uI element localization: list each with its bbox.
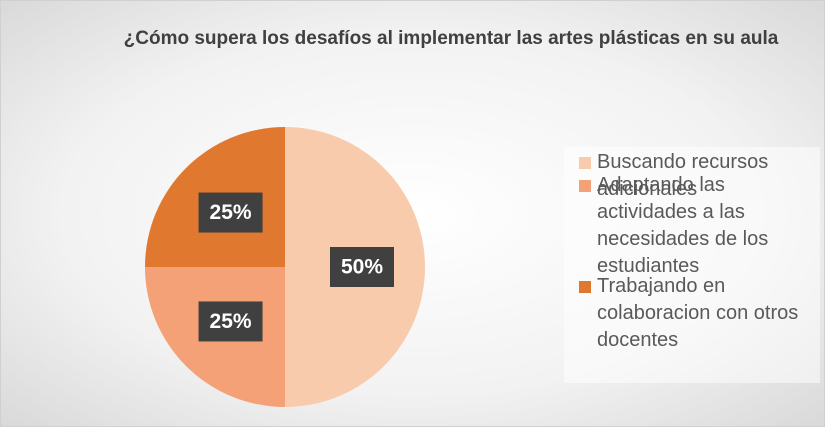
chart-title: ¿Cómo supera los desafíos al implementar… xyxy=(123,28,779,49)
legend-swatch xyxy=(579,180,591,192)
legend-label: Trabajando en colaboracion con otros doc… xyxy=(597,275,799,351)
legend xyxy=(564,147,820,383)
data-label-box xyxy=(198,192,263,233)
legend-entry: Adaptando las actividades a las necesida… xyxy=(579,172,819,280)
legend-label: Buscando recursos adicionales xyxy=(597,151,769,200)
data-label-box xyxy=(198,301,263,342)
data-label: 50% xyxy=(341,256,383,279)
legend-entry: Trabajando en colaboracion con otros doc… xyxy=(579,273,819,354)
legend-entry: Buscando recursos adicionales xyxy=(579,149,819,203)
data-label-box xyxy=(330,247,394,287)
data-label: 25% xyxy=(210,201,252,224)
legend-label: Adaptando las actividades a las necesida… xyxy=(597,174,769,277)
legend-swatch xyxy=(579,281,591,293)
legend-swatch xyxy=(579,157,591,169)
data-label: 25% xyxy=(210,310,252,333)
